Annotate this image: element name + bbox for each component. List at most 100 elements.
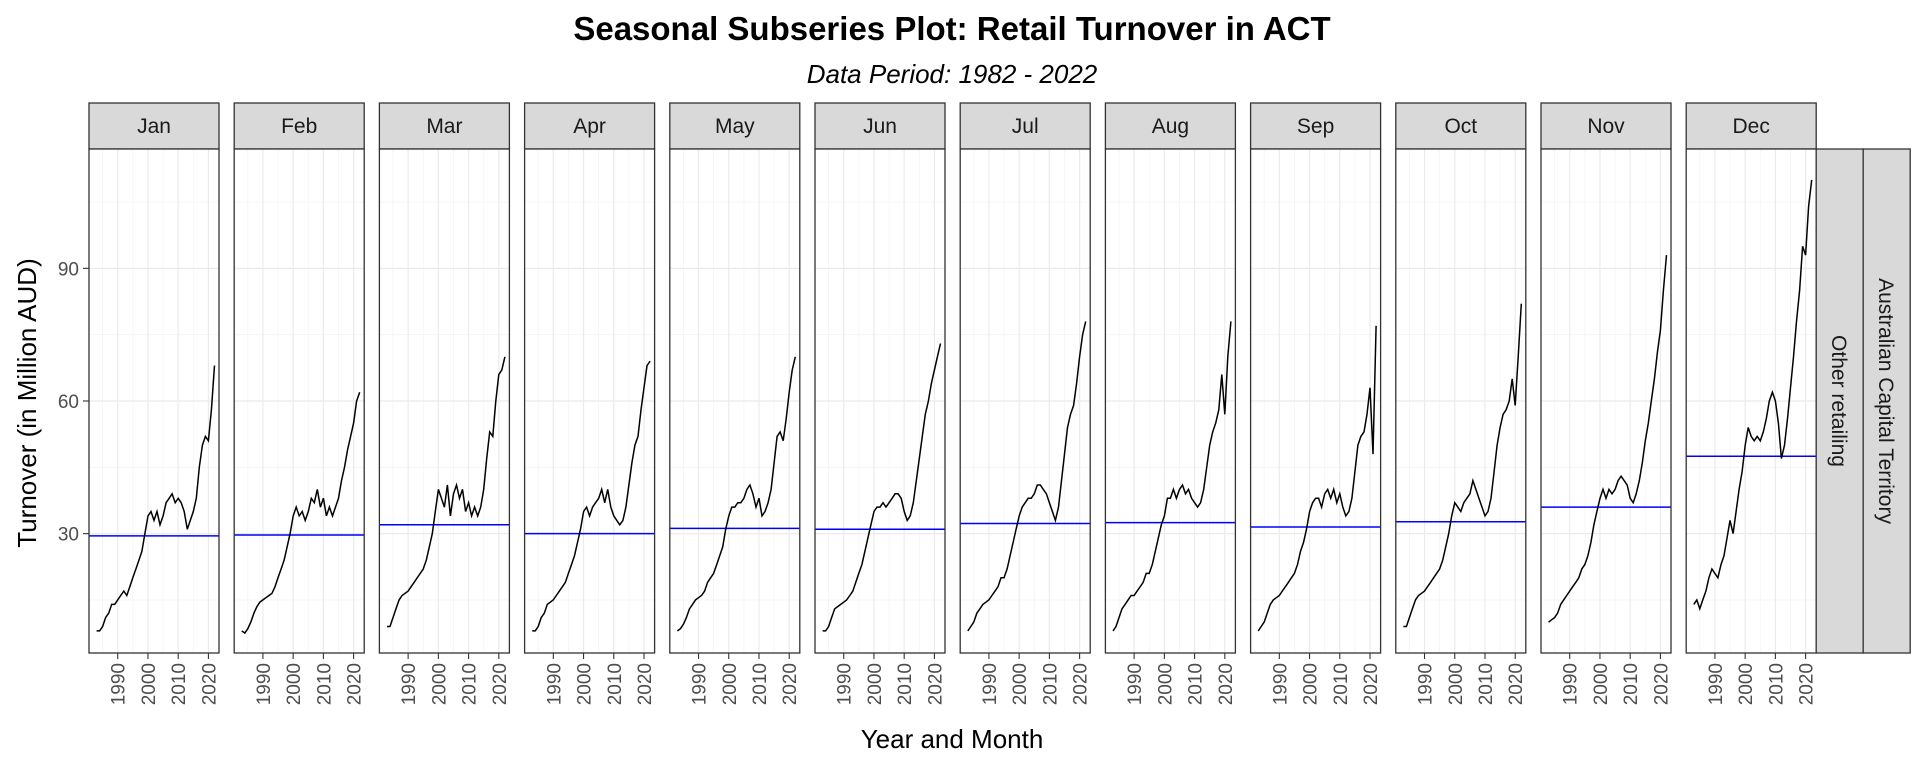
y-tick-label: 90 [58,259,79,280]
facet-strip [959,102,1091,150]
x-tick-label: 2010 [895,663,916,705]
x-tick-label: 2020 [780,663,801,705]
x-tick-label: 1990 [980,663,1001,705]
facet-panel-jul: Jul 1990 2000 2010 2020 [959,102,1092,705]
facet-panel-apr: Apr 1990 2000 2010 2020 [523,102,656,705]
facet-strip-label: Jan [137,115,171,138]
facet-strip [378,102,511,150]
facet-strip [1685,102,1817,150]
series-line [1257,325,1377,632]
row-facet-strip [1862,148,1911,654]
x-tick-label: 2010 [750,663,771,705]
x-tick-label: 2000 [1736,663,1757,705]
facet-strip [669,102,801,150]
row-facet-strip-label: Other retailing [1827,335,1850,467]
facet-strip-label: Oct [1444,115,1477,138]
facet-strip-label: Dec [1733,115,1770,138]
x-tick-label: 2000 [429,663,450,705]
facet-strip-label: Jun [863,115,897,138]
series-line [967,321,1087,632]
x-tick-label: 2000 [1591,663,1612,705]
panel-border [959,148,1091,654]
facet-strip-label: May [715,115,755,138]
x-tick-label: 2020 [635,663,656,705]
facet-strip [523,102,656,150]
series-line [241,391,361,635]
x-tick-label: 2000 [1301,663,1322,705]
panel-border [1104,148,1237,654]
panel-border [814,148,946,654]
x-tick-label: 1990 [399,663,420,705]
x-tick-label: 2020 [1797,663,1818,705]
x-tick-label: 1990 [109,663,130,705]
x-tick-label: 1990 [1416,663,1437,705]
x-tick-label: 1990 [835,663,856,705]
x-tick-label: 2010 [1621,663,1642,705]
facet-strip-label: Mar [426,115,462,138]
series-line [387,356,506,628]
facet-panel-jun: Jun 1990 2000 2010 2020 [814,102,946,705]
facet-strip [1249,102,1382,150]
facet-panel-aug: Aug 1990 2000 2010 2020 [1104,102,1237,705]
row-facet-strips: Other retailing Australian Capital Territ… [1815,148,1911,654]
x-tick-label: 2010 [1766,663,1787,705]
x-tick-label: 2010 [605,663,626,705]
x-tick-label: 1990 [1706,663,1727,705]
y-tick-label: 60 [58,392,79,413]
x-tick-label: 2020 [490,663,511,705]
series-line [1112,321,1232,632]
chart-title: Seasonal Subseries Plot: Retail Turnover… [573,10,1330,47]
facet-strip [1540,102,1672,150]
facet-strip [233,102,365,150]
panel-border [1395,148,1527,654]
y-axis-title: Turnover (in Million AUD) [12,258,42,547]
x-tick-label: 2020 [1071,663,1092,705]
facet-panel-jan: Jan 1990 2000 2010 2020 [88,102,220,705]
series-line [822,343,942,632]
x-tick-label: 2020 [1216,663,1237,705]
x-tick-label: 2020 [1651,663,1672,705]
chart-subtitle: Data Period: 1982 - 2022 [807,59,1098,89]
facet-panel-feb: Feb 1990 2000 2010 2020 [233,102,366,705]
facet-strip-label: Sep [1297,115,1334,138]
facet-strip [1395,102,1527,150]
y-tick-label: 30 [58,525,79,546]
facet-panels: 30 60 90 Jan 1990 2000 2010 2020 Feb 1990 2000 2010… [58,102,1818,705]
x-tick-label: 2020 [1506,663,1527,705]
x-tick-label: 2000 [720,663,741,705]
facet-strip-label: Feb [281,115,317,138]
series-line [96,365,216,632]
facet-panel-dec: Dec 1990 2000 2010 2020 [1685,102,1818,705]
facet-strip [88,102,220,150]
series-line [676,356,797,632]
x-tick-label: 1990 [690,663,711,705]
x-tick-label: 2000 [865,663,886,705]
facet-panel-oct: Oct 1990 2000 2010 2020 [1395,102,1527,705]
x-tick-label: 2020 [1361,663,1382,705]
x-tick-label: 2000 [1010,663,1031,705]
x-tick-label: 2000 [1446,663,1467,705]
x-tick-label: 1990 [1270,663,1291,705]
panel-border [523,148,656,654]
facet-panel-sep: Sep 1990 2000 2010 2020 [1249,102,1382,705]
panel-border [88,148,220,654]
panel-border [233,148,365,654]
panel-border [669,148,801,654]
x-tick-label: 1990 [254,663,275,705]
facet-panel-nov: Nov 1990 2000 2010 2020 [1540,102,1672,705]
panel-border [1249,148,1382,654]
x-tick-label: 2010 [1186,663,1207,705]
x-tick-label: 2010 [1476,663,1497,705]
row-facet-strip [1815,148,1864,654]
x-tick-label: 2010 [1040,663,1061,705]
panel-border [1540,148,1672,654]
x-tick-label: 2020 [199,663,220,705]
x-tick-label: 2020 [345,663,366,705]
facet-strip-label: Nov [1587,115,1625,138]
facet-strip-label: Aug [1152,115,1189,138]
facet-panel-may: May 1990 2000 2010 2020 [669,102,801,705]
x-tick-label: 1990 [1561,663,1582,705]
series-line [1693,179,1813,612]
facet-strip [814,102,946,150]
